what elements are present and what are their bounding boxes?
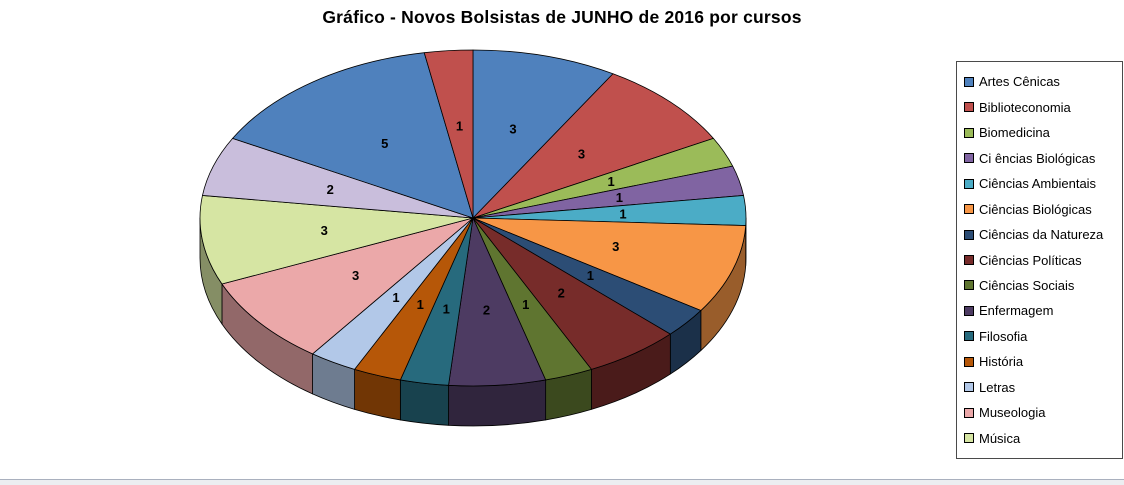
legend-label: Museologia <box>979 405 1046 421</box>
slice-value-label: 2 <box>558 285 565 300</box>
legend-label: Ciências Políticas <box>979 252 1082 268</box>
legend-item[interactable]: Artes Cênicas <box>964 74 1120 89</box>
pie-slice[interactable] <box>472 49 614 219</box>
legend-item[interactable]: Enfermagem <box>964 303 1120 318</box>
legend-label: Biomedicina <box>979 125 1050 141</box>
legend-item[interactable]: Biomedicina <box>964 125 1120 140</box>
legend-color-swatch <box>964 153 974 164</box>
legend-item[interactable]: Música <box>964 431 1120 446</box>
slice-value-label: 2 <box>483 303 490 318</box>
legend-item[interactable]: Letras <box>964 380 1120 395</box>
legend-color-swatch <box>964 255 974 265</box>
legend-color-swatch <box>964 102 974 113</box>
legend-label: Enfermagem <box>979 303 1054 319</box>
legend-color-swatch <box>964 76 974 87</box>
pie-slice[interactable] <box>423 49 474 219</box>
legend-label: Biblioteconomia <box>979 99 1071 115</box>
pie-slice[interactable] <box>472 73 714 219</box>
legend-label: Artes Cênicas <box>979 74 1060 90</box>
legend-item[interactable]: Ciências da Natureza <box>964 227 1120 242</box>
legend-label: História <box>979 354 1024 370</box>
slice-value-label: 1 <box>443 301 450 316</box>
legend-color-swatch <box>964 356 974 367</box>
slice-value-label: 1 <box>587 268 594 283</box>
legend: Artes Cênicas Biblioteconomia Biomedicina C… <box>956 61 1123 459</box>
chart-title: Gráfico - Novos Bolsistas de JUNHO de 20… <box>322 7 802 27</box>
legend-color-swatch <box>964 178 974 189</box>
legend-color-swatch <box>964 280 974 291</box>
legend-color-swatch <box>964 433 974 444</box>
slice-value-label: 3 <box>352 268 359 283</box>
legend-color-swatch <box>964 305 974 316</box>
legend-label: Ci ências Biológicas <box>979 150 1096 166</box>
legend-color-swatch <box>964 127 974 138</box>
pie-slice-side <box>448 379 547 427</box>
pie-slice[interactable] <box>221 217 474 355</box>
slice-value-label: 1 <box>619 206 626 221</box>
window-bottom-edge <box>0 479 1124 485</box>
legend-item[interactable]: Ciências Ambientais <box>964 176 1120 191</box>
slice-value-label: 3 <box>321 223 328 238</box>
legend-color-swatch <box>964 331 974 342</box>
legend-color-swatch <box>964 204 974 215</box>
legend-item[interactable]: Ciências Sociais <box>964 278 1120 293</box>
legend-item[interactable]: Ciências Biológicas <box>964 202 1120 217</box>
legend-label: Ciências Biológicas <box>979 201 1092 217</box>
legend-color-swatch <box>964 229 974 240</box>
legend-label: Ciências da Natureza <box>979 227 1104 243</box>
legend-item[interactable]: Ciências Políticas <box>964 253 1120 268</box>
slice-value-label: 2 <box>327 182 334 197</box>
slice-value-label: 1 <box>522 297 529 312</box>
legend-item[interactable]: História <box>964 354 1120 369</box>
legend-item[interactable]: Museologia <box>964 405 1120 420</box>
legend-item[interactable]: Filosofia <box>964 329 1120 344</box>
pie-slice[interactable] <box>472 217 747 311</box>
legend-label: Letras <box>979 379 1016 395</box>
legend-color-swatch <box>964 407 974 418</box>
legend-item[interactable]: Ci ências Biológicas <box>964 151 1120 166</box>
slice-value-label: 3 <box>509 121 516 136</box>
legend-label: Música <box>979 430 1021 446</box>
slice-value-label: 1 <box>392 290 399 305</box>
pie-slice-side <box>399 379 449 426</box>
slice-value-label: 1 <box>607 174 614 189</box>
pie-slice[interactable] <box>199 195 474 285</box>
slice-value-label: 5 <box>381 136 388 151</box>
slice-value-label: 3 <box>578 147 585 162</box>
slice-value-label: 1 <box>456 118 463 133</box>
slice-value-label: 1 <box>616 190 623 205</box>
legend-label: Ciências Sociais <box>979 277 1075 293</box>
legend-item[interactable]: Biblioteconomia <box>964 100 1120 115</box>
slice-value-label: 1 <box>417 297 424 312</box>
legend-label: Filosofia <box>979 328 1028 344</box>
pie-slice[interactable] <box>232 52 474 219</box>
legend-color-swatch <box>964 382 974 393</box>
slice-value-label: 3 <box>612 239 619 254</box>
legend-label: Ciências Ambientais <box>979 176 1097 192</box>
